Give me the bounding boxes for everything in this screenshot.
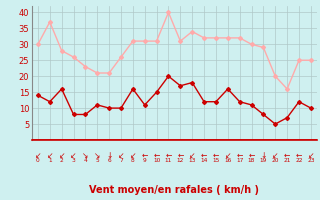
Text: ←: ←	[284, 151, 290, 160]
Text: ↓: ↓	[106, 151, 112, 160]
Text: ←: ←	[248, 151, 255, 160]
Text: ↙: ↙	[118, 151, 124, 160]
Text: ↓: ↓	[260, 151, 267, 160]
Text: ↙: ↙	[130, 151, 136, 160]
Text: ↙: ↙	[272, 151, 278, 160]
Text: ↘: ↘	[82, 151, 89, 160]
Text: ←: ←	[177, 151, 184, 160]
Text: ↘: ↘	[94, 151, 100, 160]
Text: ↙: ↙	[308, 151, 314, 160]
Text: ↙: ↙	[225, 151, 231, 160]
Text: ←: ←	[236, 151, 243, 160]
Text: ←: ←	[165, 151, 172, 160]
Text: ↙: ↙	[70, 151, 77, 160]
Text: ↙: ↙	[35, 151, 41, 160]
Text: ↙: ↙	[189, 151, 196, 160]
Text: ↙: ↙	[59, 151, 65, 160]
Text: ↙: ↙	[47, 151, 53, 160]
Text: ←: ←	[153, 151, 160, 160]
Text: ←: ←	[141, 151, 148, 160]
X-axis label: Vent moyen/en rafales ( km/h ): Vent moyen/en rafales ( km/h )	[89, 185, 260, 195]
Text: ←: ←	[296, 151, 302, 160]
Text: ←: ←	[201, 151, 207, 160]
Text: ←: ←	[213, 151, 219, 160]
